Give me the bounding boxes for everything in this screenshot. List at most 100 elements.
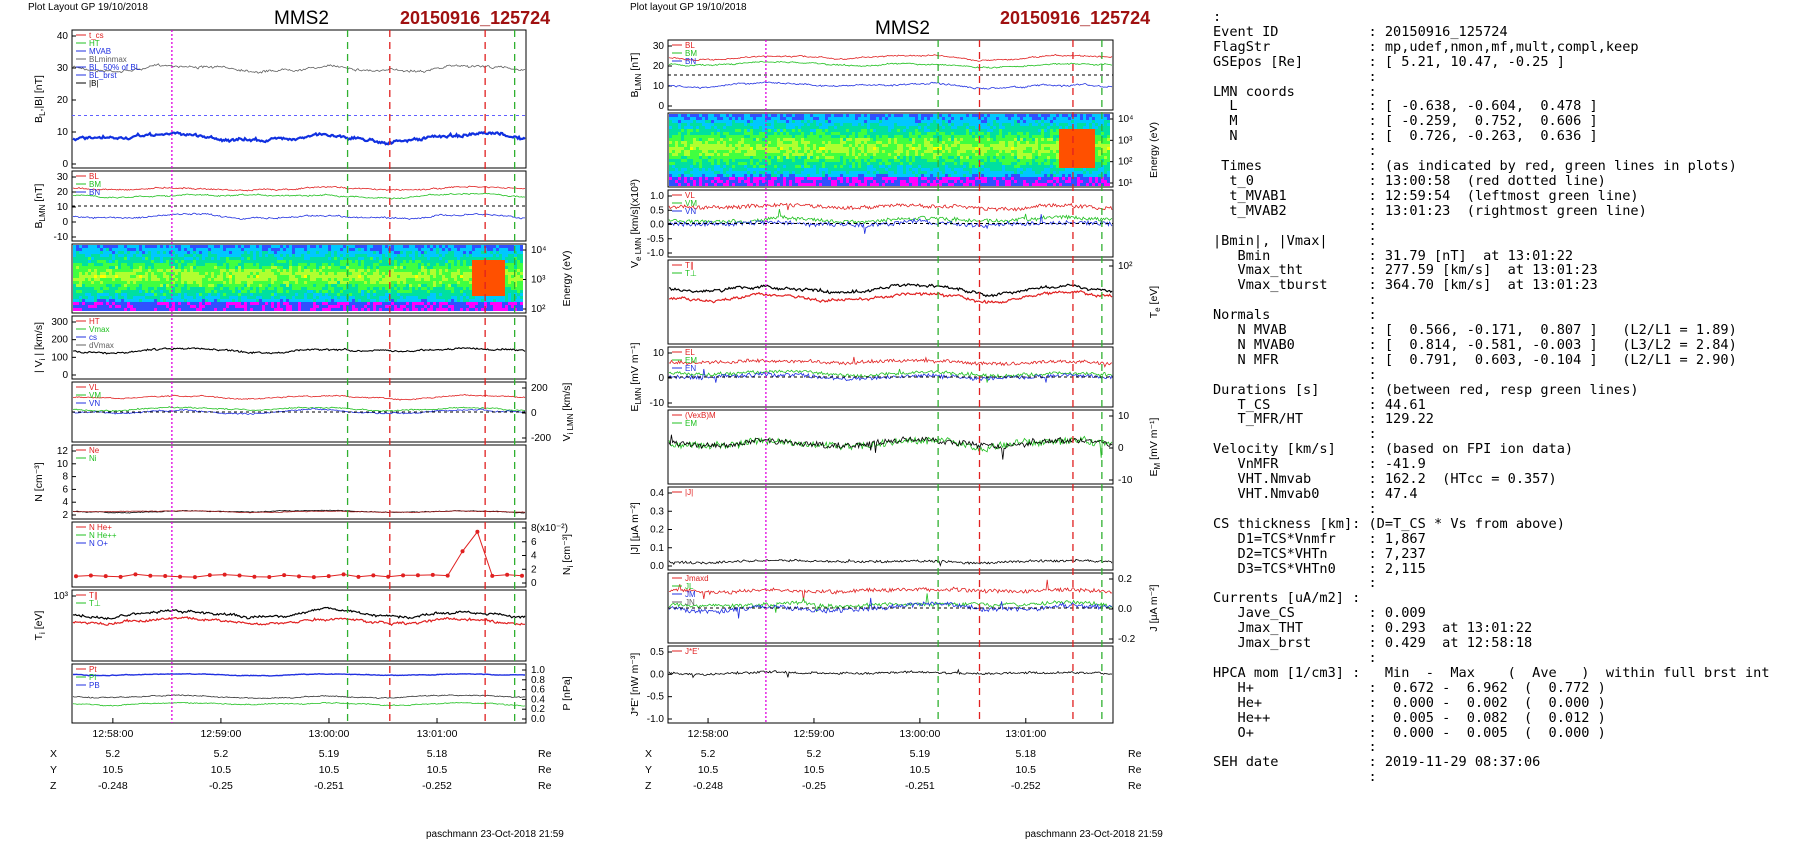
spectrogram-cell <box>85 302 88 305</box>
spectrogram-cell <box>744 165 747 168</box>
spectrogram-cell <box>175 302 178 305</box>
spectrogram-cell <box>127 302 130 305</box>
axis-label-main: T <box>33 633 45 640</box>
spectrogram-cell <box>205 269 208 272</box>
spectrogram-cell <box>442 299 445 302</box>
spectrogram-cell <box>250 296 253 299</box>
spectrogram-cell <box>229 272 232 275</box>
spectrogram-cell <box>310 269 313 272</box>
spectrogram-cell <box>798 171 801 174</box>
spectrogram-cell <box>151 281 154 284</box>
spectrogram-cell <box>517 248 520 251</box>
spectrogram-cell <box>499 275 502 278</box>
spectrogram-cell <box>250 266 253 269</box>
spectrogram-cell <box>382 284 385 287</box>
spectrogram-cell <box>295 272 298 275</box>
spectrogram-cell <box>391 278 394 281</box>
spectrogram-cell <box>514 296 517 299</box>
spectrogram-cell <box>840 168 843 171</box>
spectrogram-cell <box>672 159 675 162</box>
spectrogram-cell <box>427 272 430 275</box>
spectrogram-cell <box>421 263 424 266</box>
axis-label-main: N [cm <box>33 474 45 502</box>
spectrogram-cell <box>831 147 834 150</box>
spectrogram-cell <box>79 290 82 293</box>
spectrogram-cell <box>412 299 415 302</box>
spectrogram-cell <box>690 138 693 141</box>
spectrogram-cell <box>157 296 160 299</box>
spectrogram-cell <box>163 254 166 257</box>
spectrogram-cell <box>178 302 181 305</box>
spectrogram-cell <box>421 305 424 308</box>
left-legend-entry: VL <box>89 383 99 392</box>
spectrogram-cell <box>801 165 804 168</box>
spectrogram-cell <box>759 141 762 144</box>
spectrogram-cell <box>415 275 418 278</box>
spectrogram-cell <box>340 278 343 281</box>
spectrogram-cell <box>403 308 406 311</box>
left-panel-frame-nhpca <box>71 521 527 588</box>
spectrogram-cell <box>343 254 346 257</box>
spectrogram-cell <box>427 266 430 269</box>
spectrogram-cell <box>684 126 687 129</box>
spectrogram-cell <box>708 141 711 144</box>
spectrogram-cell <box>436 275 439 278</box>
spectrogram-cell <box>145 275 148 278</box>
spectrogram-cell <box>828 174 831 177</box>
spectrogram-cell <box>211 260 214 263</box>
spectrogram-cell <box>813 150 816 153</box>
spectrogram-cell <box>520 290 523 293</box>
spectrogram-cell <box>247 251 250 254</box>
spectrogram-cell <box>421 272 424 275</box>
spectrogram-cell <box>487 305 490 308</box>
spectrogram-cell <box>505 293 508 296</box>
spectrogram-cell <box>295 284 298 287</box>
spectrogram-cell <box>496 245 499 248</box>
spectrogram-cell <box>298 275 301 278</box>
spectrogram-cell <box>205 308 208 311</box>
spectrogram-cell <box>672 132 675 135</box>
spectrogram-cell <box>792 144 795 147</box>
spectrogram-cell <box>792 126 795 129</box>
spectrogram-cell <box>505 245 508 248</box>
spectrogram-cell <box>681 114 684 117</box>
spectrogram-cell <box>484 278 487 281</box>
spectrogram-cell <box>454 254 457 257</box>
spectrogram-cell <box>487 281 490 284</box>
spectrogram-cell <box>145 251 148 254</box>
spectrogram-cell <box>520 296 523 299</box>
spectrogram-cell <box>148 302 151 305</box>
spectrogram-cell <box>678 147 681 150</box>
spectrogram-cell <box>729 156 732 159</box>
spectrogram-cell <box>373 293 376 296</box>
spectrogram-cell <box>115 257 118 260</box>
spectrogram-cell <box>843 144 846 147</box>
spectrogram-cell <box>340 305 343 308</box>
spectrogram-cell <box>355 263 358 266</box>
spectrogram-cell <box>376 275 379 278</box>
spectrogram-cell <box>253 296 256 299</box>
spectrogram-cell <box>508 281 511 284</box>
spectrogram-cell <box>783 156 786 159</box>
spectrogram-cell <box>433 296 436 299</box>
left-series-tperp <box>72 616 525 627</box>
spectrogram-cell <box>436 302 439 305</box>
spectrogram-cell <box>472 254 475 257</box>
spectrogram-cell <box>115 305 118 308</box>
spectrogram-cell <box>139 272 142 275</box>
spectrogram-cell <box>454 257 457 260</box>
spectrogram-cell <box>385 275 388 278</box>
spectrogram-cell <box>418 254 421 257</box>
spectrogram-cell <box>304 293 307 296</box>
spectrogram-cell <box>136 296 139 299</box>
spectrogram-cell <box>334 287 337 290</box>
spectrogram-cell <box>672 123 675 126</box>
spectrogram-cell <box>142 284 145 287</box>
spectrogram-cell <box>334 248 337 251</box>
spectrogram-cell <box>247 287 250 290</box>
spectrogram-cell <box>696 117 699 120</box>
spectrogram-cell <box>421 302 424 305</box>
spectrogram-cell <box>511 272 514 275</box>
spectrogram-cell <box>445 293 448 296</box>
spectrogram-cell <box>457 287 460 290</box>
